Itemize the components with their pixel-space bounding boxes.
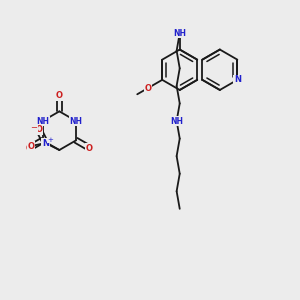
Text: NH: NH bbox=[70, 116, 83, 125]
Text: O: O bbox=[56, 92, 63, 100]
Text: N: N bbox=[234, 75, 241, 84]
Text: O: O bbox=[35, 125, 42, 134]
Text: NH: NH bbox=[170, 116, 183, 125]
Text: O: O bbox=[26, 144, 33, 153]
Text: +: + bbox=[47, 137, 53, 143]
Text: O: O bbox=[145, 83, 152, 92]
Text: O: O bbox=[86, 144, 93, 153]
Text: O: O bbox=[28, 142, 34, 151]
Text: −: − bbox=[31, 124, 38, 133]
Text: NH: NH bbox=[36, 116, 49, 125]
Text: N: N bbox=[42, 139, 49, 148]
Text: NH: NH bbox=[173, 29, 186, 38]
